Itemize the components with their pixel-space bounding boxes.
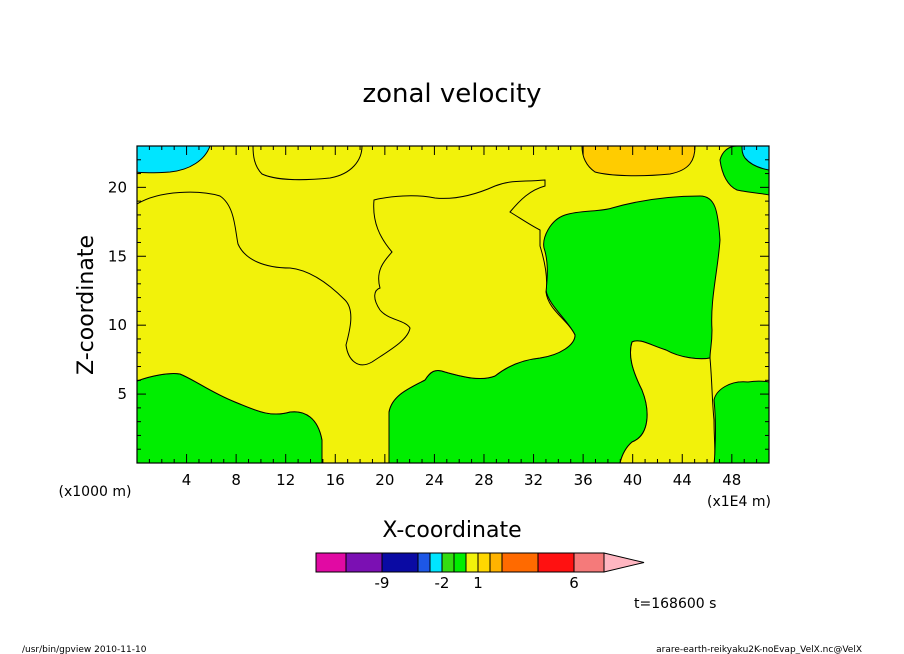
x-tick-label: 12	[276, 471, 295, 489]
colorbar-bin	[489, 552, 503, 573]
x-tick-label: 48	[722, 471, 741, 489]
y-tick-label: 10	[108, 316, 127, 334]
colorbar-bin	[417, 552, 431, 573]
x-tick-label: 40	[623, 471, 642, 489]
chart-title: zonal velocity	[362, 79, 541, 109]
colorbar-bin	[573, 552, 605, 573]
colorbar-label: 1	[473, 574, 483, 592]
colorbar-label: 6	[569, 574, 579, 592]
y-unit-note: (x1000 m)	[59, 484, 132, 500]
y-axis-label: Z-coordinate	[74, 235, 99, 375]
colorbar-bin	[315, 552, 347, 573]
field-region-top-left-cyan	[137, 146, 211, 174]
colorbar: -9 -2 1 6	[315, 552, 645, 592]
footer-left: /usr/bin/gpview 2010-11-10	[22, 645, 147, 654]
y-tick-label: 20	[108, 178, 127, 196]
x-tick-label: 44	[673, 471, 692, 489]
y-tick-label: 15	[108, 247, 127, 265]
colorbar-label: -9	[375, 574, 390, 592]
x-tick-label: 20	[375, 471, 394, 489]
field-region-right	[713, 380, 769, 463]
colorbar-arrow	[603, 552, 645, 573]
x-axis-label: X-coordinate	[382, 518, 521, 543]
x-tick-label: 24	[425, 471, 444, 489]
colorbar-bin	[345, 552, 383, 573]
colorbar-bin	[441, 552, 455, 573]
x-tick-label: 4	[182, 471, 192, 489]
colorbar-label: -2	[435, 574, 450, 592]
x-unit-note: (x1E4 m)	[707, 494, 771, 510]
x-tick-label: 8	[231, 471, 241, 489]
plot-frame	[136, 145, 770, 464]
colorbar-bin	[381, 552, 419, 573]
colorbar-bin	[429, 552, 443, 573]
x-tick-label: 28	[474, 471, 493, 489]
colorbar-bin	[477, 552, 491, 573]
y-tick-label: 5	[117, 385, 127, 403]
footer-right: arare-earth-reikyaku2K-noEvap_VelX.nc@Ve…	[656, 645, 862, 654]
field-region-top-right-cyan	[741, 146, 769, 171]
x-tick-label: 16	[326, 471, 345, 489]
x-tick-label: 36	[574, 471, 593, 489]
colorbar-bin	[453, 552, 467, 573]
colorbar-bin	[537, 552, 575, 573]
time-label: t=168600 s	[634, 596, 716, 612]
y-ticks: 5 10 15 20	[108, 159, 769, 450]
colorbar-bin	[501, 552, 539, 573]
x-tick-label: 32	[524, 471, 543, 489]
field-region-top-yellow-2	[137, 179, 576, 463]
field-region-top-yellow-1	[252, 146, 363, 181]
colorbar-bin	[465, 552, 479, 573]
field-region-top-orange	[581, 146, 696, 177]
field-region-yellow-inset	[619, 340, 716, 463]
x-ticks: 4 8 12 16 20 24 28 32 36 40 44 48	[148, 146, 758, 489]
